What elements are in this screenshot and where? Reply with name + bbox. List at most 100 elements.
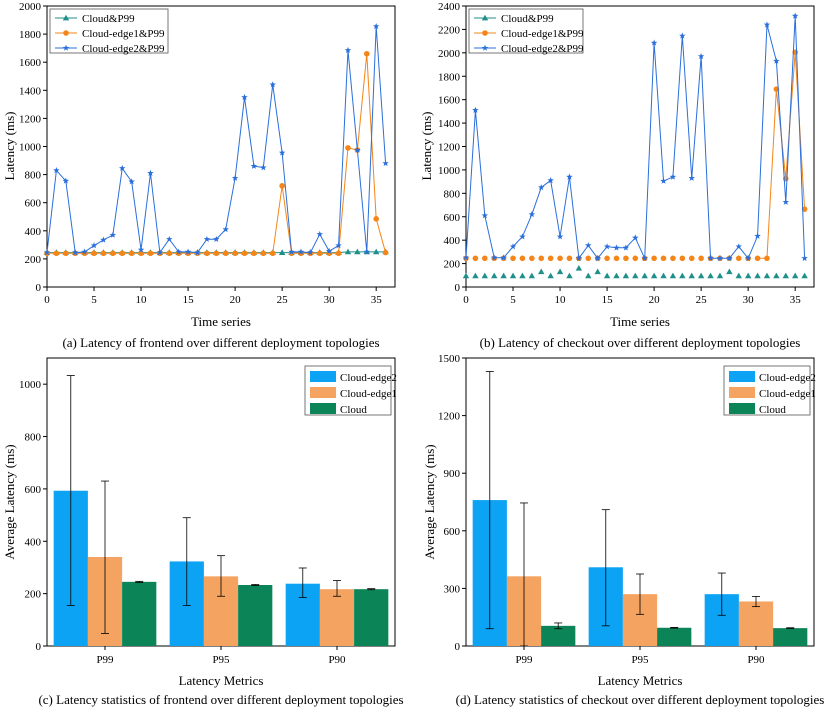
panel-b-y-axis-label: Latency (ms) [419,112,434,181]
panel-a-plot-area: 0 5 10 15 20 25 30 35 0 200 400 600 800 1000 1200 1400 1… [19,1,396,306]
panel-b-data-point [603,272,611,279]
panel-a-data-point [354,146,361,153]
panel-a-series-line [47,53,387,254]
panel-a-data-point [100,250,107,257]
panel-a-data-point [137,246,145,253]
panel-a-data-point [241,93,248,101]
panel-b-data-point [782,272,789,279]
panel-b-data-point [462,272,470,279]
panel-d-x-tick-label: P90 [747,654,765,666]
panel-c-x-tick-label: P95 [212,654,230,666]
panel-b-legend-item: Cloud&P99 [474,13,554,25]
panel-b-legend-marker [482,30,488,36]
panel-a-data-point [260,250,267,257]
panel-b-data-point [641,272,648,279]
panel-b-y-tick-label: 2400 [438,1,461,13]
panel-b-data-point [519,255,526,262]
panel-b-data-point [566,272,573,279]
panel-b-y-tick-label: 2200 [438,24,461,36]
panel-a-x-tick-label: 15 [183,294,195,306]
panel-c-legend-swatch [310,371,336,382]
panel-b-data-point [538,184,545,191]
panel-a-data-point [222,250,229,257]
panel-d-y-tick-label: 1200 [438,411,461,423]
panel-b-data-point [482,255,488,262]
panel-b-data-point [528,272,536,279]
panel-c-y-tick-label: 400 [25,536,42,548]
panel-a-data-point [147,169,154,176]
panel-b-data-point [754,255,761,262]
panel-a-data-point [147,250,154,257]
panel-b-y-tick-label: 800 [444,188,461,200]
panel-b-data-point [782,198,790,205]
panel-b-data-point [547,255,554,262]
panel-b-y-tick-label: 200 [444,259,461,271]
panel-c-error-bar [298,567,307,598]
panel-b-x-tick-label: 20 [649,294,661,306]
panel-b-y-tick-label: 400 [444,235,461,247]
panel-b-caption: (b) Latency of checkout over different d… [480,335,801,350]
panel-b-data-point [707,272,714,279]
panel-b-data-point [754,232,761,239]
panel-a-legend-marker [62,44,70,51]
panel-d-error-bar [786,627,795,629]
panel-b-data-point [651,255,657,262]
panel-b-data-point [519,233,526,240]
panel-b-legend-label: Cloud-edge2&P99 [501,43,584,55]
panel-c-error-bar [182,517,191,606]
panel-b-legend-marker [481,14,489,21]
panel-c-y-tick-label: 0 [36,641,42,653]
panel-a-data-point [81,248,88,255]
panel-c-y-tick-label: 800 [25,432,42,444]
panel-d-legend-swatch [729,403,755,414]
panel-b-data-point [763,21,771,28]
panel-b-data-point [763,272,771,279]
panel-b-data-point [660,255,667,262]
panel-b-data-point [632,234,639,241]
panel-a-legend-item: Cloud-edge2&P99 [55,43,165,55]
panel-a-data-point [278,249,286,255]
panel-b-data-point [697,52,705,60]
panel-c-error-bar [217,555,225,597]
panel-b-data-point [679,255,686,262]
panel-b-data-point [623,255,629,262]
panel-a-data-point [213,250,220,257]
panel-a-data-point [119,164,126,172]
panel-b-data-point [604,255,610,262]
panel-a-data-point [373,216,379,222]
panel-d-y-tick-label: 1500 [438,353,461,365]
panel-b-x-tick-label: 30 [743,294,755,306]
panel-a-data-point [325,247,333,254]
panel-b-data-point [735,272,742,279]
panel-a-data-point [335,242,342,249]
panel-b-data-point [585,272,592,279]
panel-b: 0 5 10 15 20 25 30 35 0 200 400 600 800 1000 1200 1400 1… [419,1,815,350]
panel-a-x-tick-label: 0 [44,294,50,306]
panel-a-data-point [250,162,258,169]
panel-b-data-point [594,268,601,275]
panel-a-data-point [335,250,342,257]
panel-b-y-tick-label: 1600 [438,95,461,107]
panel-d-error-bar [554,622,563,630]
panel-a-data-point [354,248,361,255]
panel-a-data-point [222,226,229,233]
panel-a-data-point [344,46,352,54]
panel-a-x-tick-label: 5 [91,294,97,306]
panel-d-error-bar [717,572,726,616]
panel-a-caption: (a) Latency of frontend over different d… [62,335,379,350]
panel-c-bar [122,581,157,646]
panel-b-data-point [585,255,592,262]
panel-d-legend-label: Cloud [759,404,786,416]
panel-c-error-bar [333,580,341,597]
panel-b-data-point [688,255,695,262]
panel-a: 0 5 10 15 20 25 30 35 0 200 400 600 800 1000 1200 1400 1… [2,1,396,350]
panel-a-y-tick-label: 1000 [19,142,42,154]
panel-b-data-point [679,32,686,39]
panel-b-data-point [500,272,507,279]
panel-b-data-point [510,255,516,262]
panel-a-legend-item: Cloud-edge1&P99 [55,28,165,40]
panel-a-legend-item: Cloud&P99 [55,13,135,25]
panel-a-data-point [345,145,351,151]
panel-a-data-point [203,235,211,242]
